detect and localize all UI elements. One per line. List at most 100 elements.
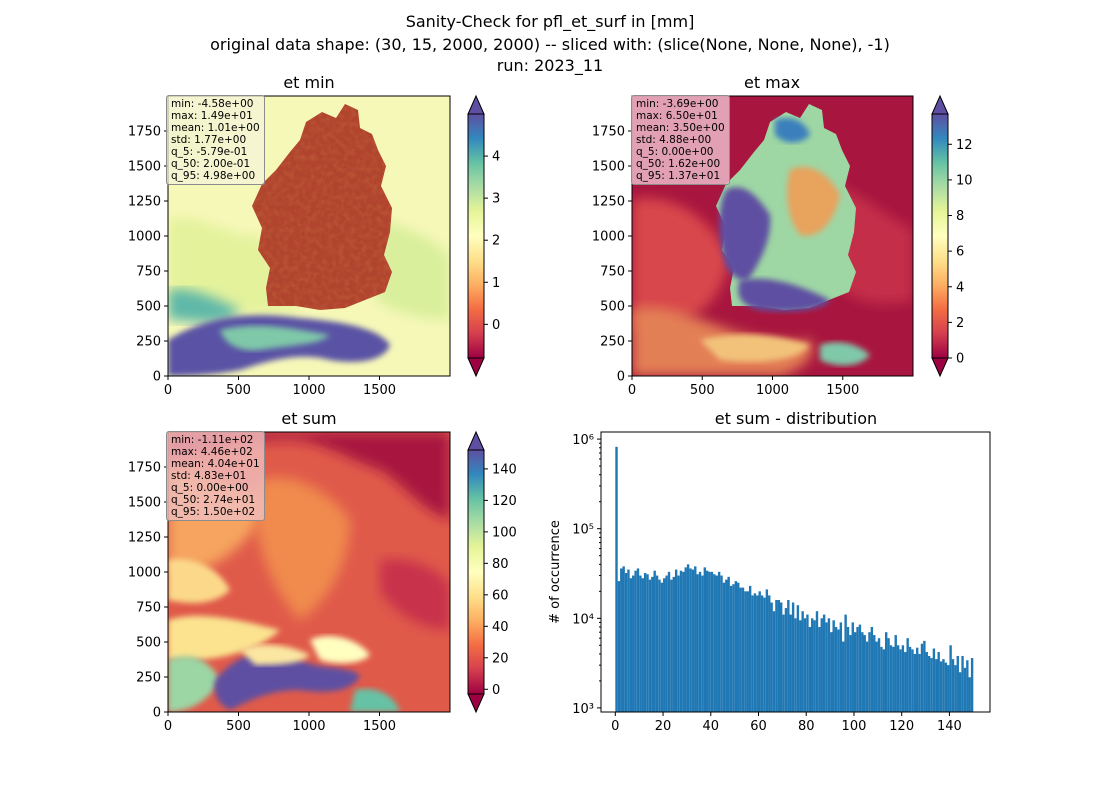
histogram-bar — [935, 659, 938, 712]
y-tick-label: 1500 — [128, 160, 161, 175]
histogram-bar — [899, 649, 902, 712]
y-tick-label: 10⁵ — [572, 523, 594, 538]
x-tick-label: 500 — [690, 383, 715, 398]
histogram-bar — [875, 641, 878, 712]
x-tick-label: 100 — [842, 719, 867, 734]
histogram-bar — [796, 605, 800, 712]
x-tick-label: 140 — [937, 719, 962, 734]
histogram-bar — [815, 611, 819, 712]
stat-mean: mean: 4.04e+01 — [171, 458, 260, 470]
x-tick-label: 0 — [628, 383, 636, 398]
histogram-bar — [880, 646, 883, 712]
et-max-stats-box: min: -3.69e+00 max: 6.50e+01 mean: 3.50e… — [631, 95, 730, 185]
histogram-bar — [720, 575, 723, 712]
histogram-bar — [729, 585, 733, 712]
histogram-axes-frame — [600, 431, 991, 713]
y-tick-label: 0 — [153, 706, 161, 721]
histogram-bar — [937, 652, 940, 712]
y-tick-label: 1250 — [592, 195, 625, 210]
x-tick-label: 20 — [655, 719, 672, 734]
et-sum-colorbar-gradient — [468, 450, 484, 694]
et-sum-colorbar: 0 20 40 60 80 100 120 140 — [467, 430, 517, 714]
x-tick-label: 1000 — [292, 719, 325, 734]
histogram-bar — [958, 672, 962, 712]
x-tick-label: 80 — [798, 719, 815, 734]
et-sum-stats-box: min: -1.11e+02 max: 4.46e+02 mean: 4.04e… — [166, 431, 265, 521]
histogram-bar — [913, 653, 917, 712]
y-tick-label: 10³ — [572, 702, 594, 717]
histogram-bar — [803, 618, 807, 712]
histogram-bar — [939, 661, 943, 712]
histogram-bar — [832, 620, 835, 712]
histogram-bar — [844, 614, 847, 712]
colorbar-tick-label: 12 — [956, 138, 973, 153]
et-max-x-axis: 0 500 1000 1500 — [628, 376, 859, 398]
stat-std: std: 4.83e+01 — [171, 470, 247, 482]
histogram-bar — [791, 602, 795, 712]
x-tick-label: 60 — [750, 719, 767, 734]
et-sum-colorbar-extend-min — [467, 693, 485, 714]
histogram-bar — [842, 641, 845, 712]
et-sum-title: et sum — [281, 409, 336, 428]
colorbar-tick-label: 140 — [492, 462, 517, 477]
figure-subtitle-shape: original data shape: (30, 15, 2000, 2000… — [210, 35, 890, 54]
histogram-bar — [799, 620, 802, 712]
stat-q5: q_5: 0.00e+00 — [171, 482, 249, 494]
histogram-bar — [629, 578, 633, 712]
x-tick-label: 1000 — [756, 383, 789, 398]
histogram-bar — [918, 653, 921, 712]
y-tick-label: 750 — [600, 265, 625, 280]
histogram-bar — [746, 591, 749, 712]
histogram-bar — [827, 618, 831, 712]
et-max-y-axis: 0 250 500 750 1000 1250 1500 1750 — [592, 125, 632, 385]
colorbar-tick-label: 10 — [956, 173, 973, 188]
stat-min: min: -4.58e+00 — [171, 98, 254, 110]
histogram-bar — [646, 574, 649, 712]
histogram-bar — [868, 632, 871, 712]
y-tick-label: 750 — [136, 601, 161, 616]
histogram-y-label: # of occurrence — [548, 520, 563, 624]
histogram-bar — [846, 626, 850, 712]
histogram-bar — [961, 655, 964, 712]
histogram-bar — [949, 645, 952, 712]
stat-mean: mean: 3.50e+00 — [636, 122, 725, 134]
stat-max: max: 1.49e+01 — [171, 110, 253, 122]
colorbar-tick-label: 40 — [492, 620, 509, 635]
histogram-bar — [710, 571, 714, 712]
histogram-bar — [861, 632, 864, 712]
histogram-bar — [632, 575, 635, 712]
histogram-bar — [970, 658, 974, 712]
stat-min: min: -1.11e+02 — [171, 434, 254, 446]
histogram-bar — [751, 595, 754, 712]
histogram-bar — [927, 655, 931, 712]
et-min-colorbar: 0 1 2 3 4 — [467, 94, 500, 378]
histogram-bar — [622, 566, 625, 712]
et-max-title: et max — [744, 73, 800, 92]
y-tick-label: 500 — [600, 300, 625, 315]
y-tick-label: 0 — [153, 370, 161, 385]
histogram-bar — [698, 571, 702, 712]
stat-min: min: -3.69e+00 — [636, 98, 719, 110]
x-tick-label: 0 — [611, 719, 619, 734]
histogram-bar — [627, 569, 630, 712]
histogram-bar — [954, 665, 957, 712]
histogram-bar — [856, 626, 859, 712]
histogram-bar — [884, 632, 888, 712]
histogram-bar — [834, 626, 838, 712]
histogram-bar — [851, 622, 854, 712]
histogram-bar — [906, 638, 909, 712]
histogram-bar — [968, 677, 971, 712]
colorbar-tick-label: 4 — [956, 280, 964, 295]
y-tick-label: 250 — [136, 335, 161, 350]
histogram-bar — [643, 573, 647, 712]
y-tick-label: 1750 — [128, 461, 161, 476]
histogram-bar — [717, 571, 721, 712]
y-tick-label: 1750 — [128, 125, 161, 140]
histogram-bar — [651, 576, 654, 712]
colorbar-tick-label: 100 — [492, 525, 517, 540]
histogram-bar — [636, 568, 640, 712]
histogram-bar — [923, 640, 926, 712]
histogram-bar — [951, 659, 955, 712]
colorbar-tick-label: 3 — [492, 192, 500, 207]
y-tick-label: 1500 — [592, 160, 625, 175]
